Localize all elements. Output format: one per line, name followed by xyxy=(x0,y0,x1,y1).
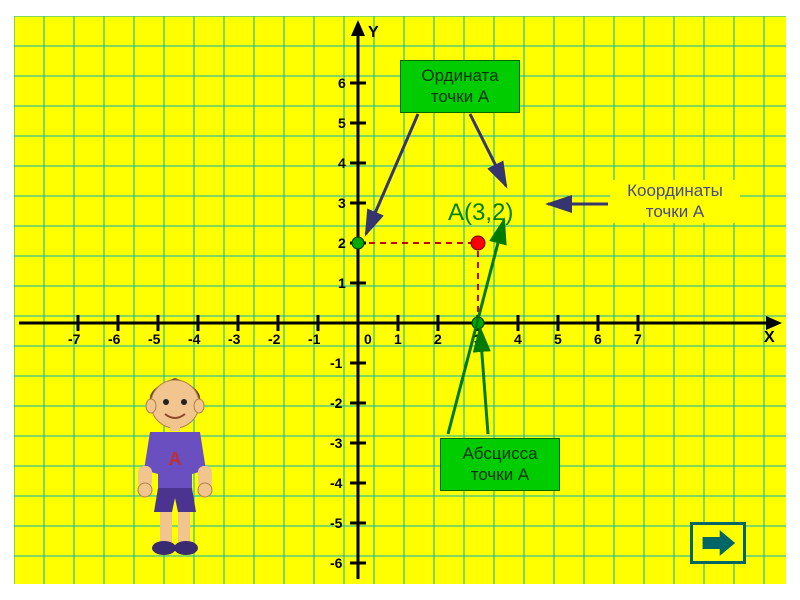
tick-label: -3 xyxy=(330,435,342,451)
tick-label: 6 xyxy=(338,75,346,91)
tick-label: 4 xyxy=(514,331,522,347)
tick-label: 4 xyxy=(338,155,346,171)
next-button[interactable] xyxy=(690,522,746,564)
tick-label: -2 xyxy=(330,395,342,411)
stage: Ордината точки A Абсцисса точки A Коорди… xyxy=(0,0,800,600)
tick-label: -6 xyxy=(108,331,120,347)
tick-label: -5 xyxy=(148,331,160,347)
tick-label: -4 xyxy=(330,475,342,491)
abscissa-line2: точки A xyxy=(471,465,530,484)
ordinate-line1: Ордината xyxy=(421,66,498,85)
tick-label: 3 xyxy=(338,195,346,211)
boy-character: A xyxy=(120,370,230,560)
tick-label: 1 xyxy=(394,331,402,347)
next-arrow-icon xyxy=(693,525,743,561)
tick-label: -4 xyxy=(188,331,200,347)
tick-label: -2 xyxy=(268,331,280,347)
tick-label: 6 xyxy=(594,331,602,347)
tick-label: -7 xyxy=(68,331,80,347)
tick-label: -1 xyxy=(308,331,320,347)
abscissa-callout: Абсцисса точки A xyxy=(440,438,560,491)
tick-label: -3 xyxy=(228,331,240,347)
tick-label: -5 xyxy=(330,515,342,531)
tick-label: -1 xyxy=(330,355,342,371)
x-axis-label: X xyxy=(764,329,775,347)
tick-label: -6 xyxy=(330,555,342,571)
tick-label: 2 xyxy=(338,235,346,251)
tick-label: 0 xyxy=(364,331,372,347)
tick-label: 7 xyxy=(634,331,642,347)
tick-label: 5 xyxy=(554,331,562,347)
coordinates-callout: Координаты точки A xyxy=(610,180,740,223)
tick-label: 3 xyxy=(474,331,482,347)
ordinate-line2: точки A xyxy=(431,87,490,106)
point-a-label: A(3,2) xyxy=(448,199,513,227)
tick-label: 1 xyxy=(338,275,346,291)
coords-line2: точки A xyxy=(646,202,705,221)
y-axis-label: Y xyxy=(368,24,379,42)
svg-text:A: A xyxy=(169,449,182,469)
tick-label: 2 xyxy=(434,331,442,347)
coords-line1: Координаты xyxy=(627,181,723,200)
abscissa-line1: Абсцисса xyxy=(462,444,537,463)
tick-label: 5 xyxy=(338,115,346,131)
ordinate-callout: Ордината точки A xyxy=(400,60,520,113)
